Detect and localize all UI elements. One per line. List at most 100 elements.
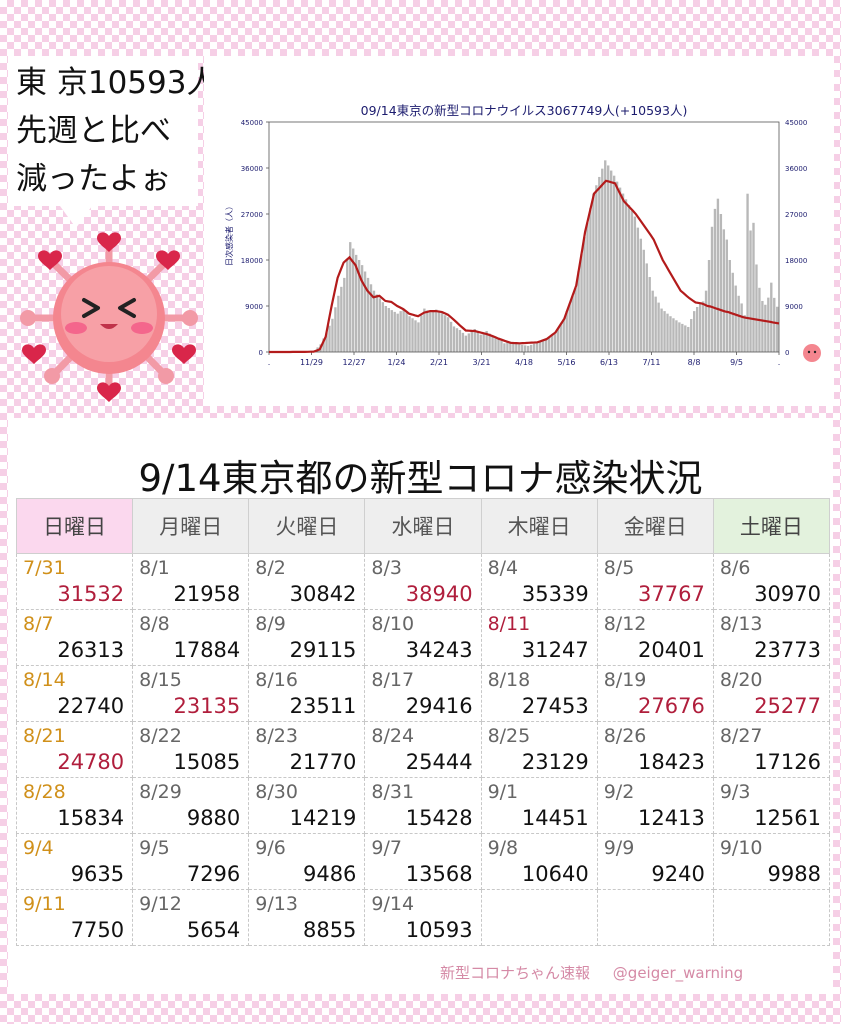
bar bbox=[740, 303, 743, 352]
bar bbox=[761, 300, 764, 352]
bar bbox=[621, 193, 625, 352]
y-tick-label-left: 36000 bbox=[241, 165, 263, 173]
day-cell: 9/4 9635 bbox=[15, 833, 134, 890]
day-date: 8/29 bbox=[139, 781, 182, 803]
bar bbox=[734, 285, 737, 352]
week-row: 8/21 24780 8/22 15085 8/23 21770 8/24 25444 8/25… bbox=[15, 721, 831, 778]
bar bbox=[352, 248, 355, 352]
bar bbox=[675, 320, 678, 352]
bar bbox=[681, 323, 684, 352]
bar bbox=[369, 284, 373, 352]
bar bbox=[340, 286, 343, 352]
bar bbox=[618, 187, 622, 352]
bar bbox=[538, 341, 542, 352]
bar bbox=[524, 345, 527, 352]
speech-bubble: 東 京10593人 先週と比べ 減ったよぉ bbox=[8, 56, 217, 206]
day-cell: 8/14 22740 bbox=[15, 665, 134, 722]
y-tick-label-right: 9000 bbox=[785, 303, 803, 311]
bar bbox=[660, 308, 663, 352]
day-case-count: 9240 bbox=[651, 862, 705, 886]
bar bbox=[556, 329, 559, 352]
day-case-count: 12561 bbox=[754, 806, 821, 830]
bar bbox=[571, 295, 574, 352]
day-date: 8/16 bbox=[255, 669, 298, 691]
day-cell: 8/18 27453 bbox=[480, 665, 598, 722]
bar bbox=[390, 310, 393, 352]
bar bbox=[710, 226, 714, 352]
day-cell: 8/7 26313 bbox=[15, 609, 134, 666]
day-date: 8/28 bbox=[23, 781, 66, 803]
day-date: 9/5 bbox=[139, 837, 170, 859]
bar bbox=[438, 311, 441, 352]
bar bbox=[574, 288, 577, 352]
day-cell: 8/31 15428 bbox=[364, 777, 482, 834]
day-cell: 8/5 37767 bbox=[596, 553, 714, 610]
bar bbox=[773, 297, 776, 352]
x-tick-label: 8/8 bbox=[688, 358, 701, 367]
day-date: 9/14 bbox=[371, 893, 415, 915]
day-date: 9/10 bbox=[719, 837, 763, 859]
bar bbox=[607, 165, 610, 352]
day-case-count: 24780 bbox=[57, 750, 125, 774]
day-cell: 8/30 14219 bbox=[248, 777, 366, 834]
y-tick-label-left: 0 bbox=[259, 349, 263, 357]
bar bbox=[535, 342, 539, 352]
day-case-count: 9635 bbox=[70, 862, 125, 886]
y-axis-label: 日次感染者（人） bbox=[224, 202, 234, 266]
bar bbox=[663, 311, 666, 352]
bar bbox=[595, 185, 598, 352]
bar bbox=[479, 334, 482, 352]
day-date: 8/7 bbox=[23, 613, 54, 635]
day-date: 8/14 bbox=[23, 669, 66, 691]
y-tick-label-right: 18000 bbox=[785, 257, 807, 265]
day-case-count: 14219 bbox=[289, 806, 357, 830]
day-date: 8/5 bbox=[603, 557, 635, 579]
day-date: 8/1 bbox=[139, 557, 170, 579]
bar bbox=[633, 216, 637, 352]
day-date: 8/2 bbox=[255, 557, 286, 579]
day-date: 9/13 bbox=[255, 893, 298, 915]
day-date: 8/25 bbox=[487, 725, 531, 747]
bar bbox=[470, 331, 473, 352]
bar bbox=[687, 326, 690, 352]
bar bbox=[532, 343, 536, 352]
bar bbox=[509, 341, 512, 352]
day-cell: 8/4 35339 bbox=[480, 553, 598, 610]
day-date: 9/12 bbox=[139, 893, 182, 915]
day-case-count: 30970 bbox=[754, 582, 821, 606]
bar bbox=[678, 322, 681, 352]
bar bbox=[464, 335, 468, 352]
day-case-count: 25444 bbox=[405, 750, 473, 774]
bar bbox=[387, 308, 390, 352]
bar bbox=[598, 176, 601, 352]
day-cell: 8/24 25444 bbox=[364, 721, 482, 778]
bar bbox=[568, 303, 571, 352]
day-date: 8/30 bbox=[255, 781, 298, 803]
day-cell: 8/28 15834 bbox=[15, 777, 134, 834]
day-date: 8/21 bbox=[23, 725, 66, 747]
bar bbox=[491, 336, 494, 352]
x-tick-label: 4/18 bbox=[515, 358, 533, 367]
day-case-count: 31532 bbox=[57, 582, 125, 606]
day-cell: 8/21 24780 bbox=[15, 721, 134, 778]
day-date: 9/3 bbox=[719, 781, 751, 803]
bar bbox=[544, 338, 548, 352]
day-date: 8/20 bbox=[719, 669, 763, 691]
bubble-line-3: 減ったよぉ bbox=[16, 161, 171, 197]
bar bbox=[363, 271, 367, 352]
day-cell bbox=[480, 889, 598, 946]
day-date: 8/9 bbox=[255, 613, 286, 635]
weekday-header: 木曜日 bbox=[480, 498, 598, 554]
day-date: 8/11 bbox=[487, 613, 531, 635]
bar bbox=[657, 302, 660, 352]
day-cell: 8/20 25277 bbox=[712, 665, 831, 722]
bar bbox=[580, 254, 583, 352]
bar bbox=[423, 308, 426, 352]
day-case-count: 15085 bbox=[173, 750, 241, 774]
bar bbox=[701, 301, 705, 352]
day-case-count: 9486 bbox=[302, 862, 357, 886]
day-case-count: 23129 bbox=[521, 750, 589, 774]
x-tick-label: 12/27 bbox=[342, 358, 365, 367]
day-date: 8/27 bbox=[719, 725, 763, 747]
day-case-count: 35339 bbox=[521, 582, 589, 606]
